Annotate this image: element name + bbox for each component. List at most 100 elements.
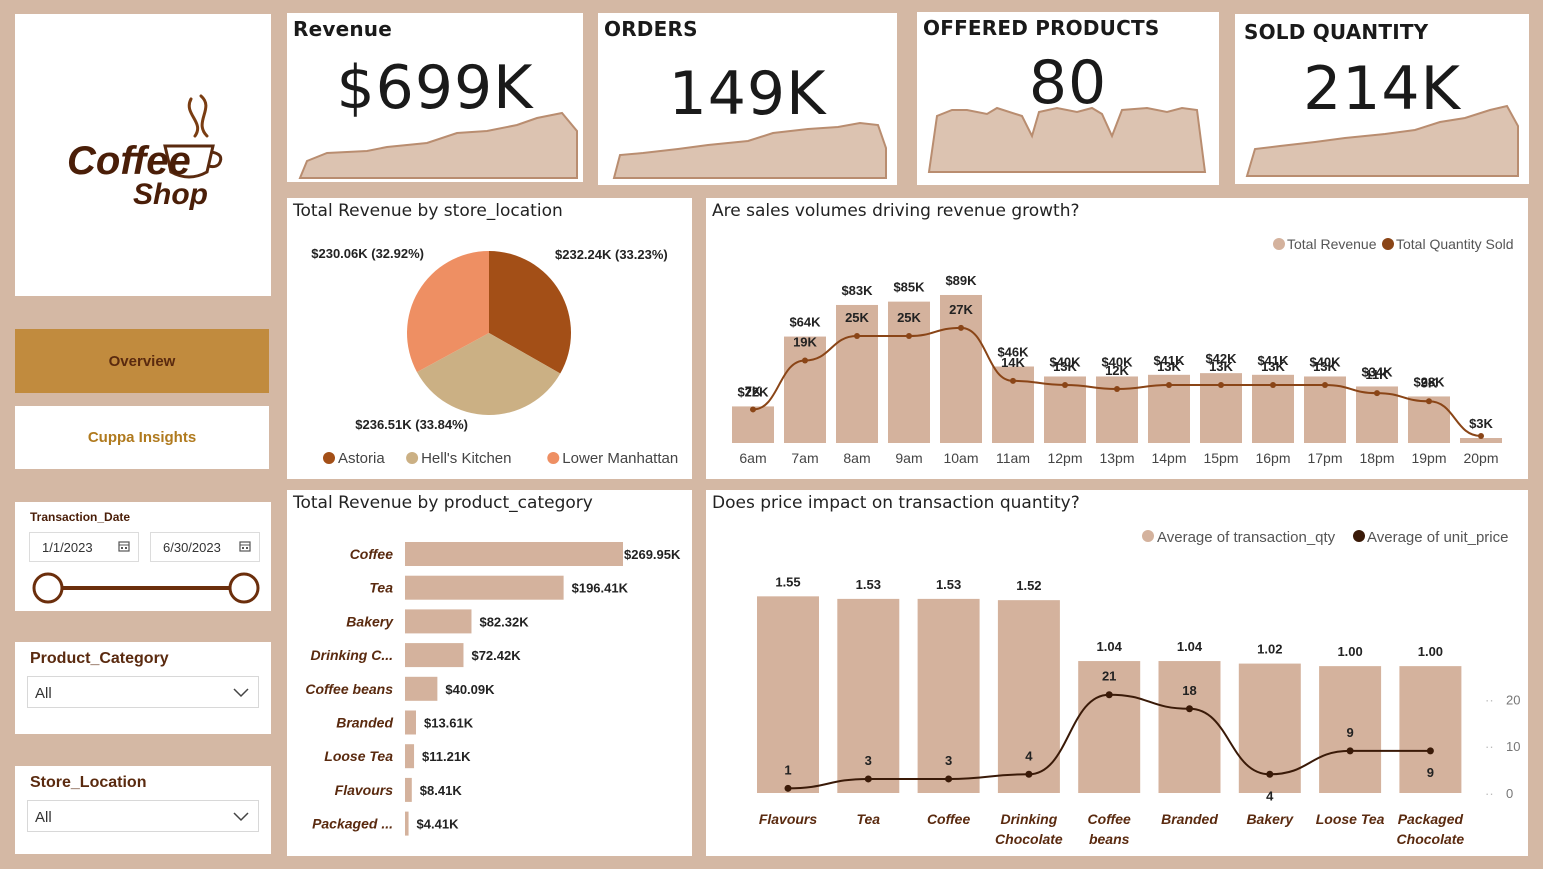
chevron-down-icon[interactable] xyxy=(232,683,250,701)
quantity-data-label: 13K xyxy=(1209,359,1233,374)
quantity-point xyxy=(906,333,912,339)
x-tick-label: 17pm xyxy=(1307,450,1342,466)
date-end-input[interactable]: 6/30/2023 xyxy=(150,532,260,562)
category-tick-label: Flavours xyxy=(335,782,394,798)
date-range-slider[interactable] xyxy=(15,570,271,606)
sparkline-area xyxy=(612,121,887,179)
price-point xyxy=(1266,770,1274,778)
revenue-data-label: $64K xyxy=(789,315,821,330)
price-quantity-chart: Average of transaction_qty Average of uni… xyxy=(757,529,1520,847)
product-category-slicer: Product_Category All xyxy=(15,642,271,734)
date-start-value: 1/1/2023 xyxy=(42,540,93,555)
category-tick-label: Loose Tea xyxy=(324,748,393,764)
quantity-data-label: 14K xyxy=(1001,355,1025,370)
quantity-data-label: 13K xyxy=(1261,359,1285,374)
revenue-data-label: $28K xyxy=(1413,374,1445,389)
price-data-label: 18 xyxy=(1182,683,1196,698)
quantity-point xyxy=(1322,381,1328,388)
y2-grid-mark: ·· xyxy=(1485,692,1494,707)
category-tick-label: Tea xyxy=(369,580,393,596)
revenue-data-label: $41K xyxy=(1153,353,1185,368)
logo-word-coffee: Coffee xyxy=(67,139,191,183)
quantity-point xyxy=(1270,381,1276,388)
qty-bar xyxy=(917,598,980,793)
legend-marker xyxy=(1273,238,1285,250)
hourly-sales-chart: Total Revenue Total Quantity Sold $22K 6am $… xyxy=(732,236,1514,466)
overview-button-label: Overview xyxy=(108,352,176,370)
revenue-data-label: $40K xyxy=(1049,354,1081,369)
quantity-data-label: 9K xyxy=(1421,375,1438,390)
price-point xyxy=(1105,691,1113,699)
slider-end-handle[interactable] xyxy=(228,572,260,604)
x-tick-label: 18pm xyxy=(1359,450,1394,466)
qty-bar xyxy=(1399,666,1462,793)
legend-label: Total Quantity Sold xyxy=(1396,236,1514,252)
price-point xyxy=(945,775,953,783)
legend-marker xyxy=(547,452,560,464)
kpi-title: OFFERED PRODUCTS xyxy=(923,16,1160,40)
price-point xyxy=(1186,705,1193,713)
date-slicer-label: Transaction_Date xyxy=(30,510,131,524)
price-point xyxy=(784,784,792,792)
revenue-data-label: $41K xyxy=(1257,353,1289,368)
cuppa-insights-button[interactable]: Cuppa Insights xyxy=(15,406,269,469)
x-tick-label: Drinking xyxy=(1001,811,1058,827)
slider-start-handle[interactable] xyxy=(32,572,64,604)
panel-title: Total Revenue by product_category xyxy=(293,493,593,513)
kpi-title: Revenue xyxy=(293,17,393,41)
product-category-dropdown[interactable]: All xyxy=(27,676,259,708)
x-tick-label: 8am xyxy=(843,450,870,466)
quantity-data-label: 12K xyxy=(1105,363,1129,378)
date-start-input[interactable]: 1/1/2023 xyxy=(29,532,139,562)
calendar-icon[interactable] xyxy=(239,540,251,552)
kpi-value: $699K xyxy=(336,53,534,123)
x-tick-label: 7am xyxy=(791,450,818,466)
x-tick-label: 6am xyxy=(739,450,766,466)
quantity-point xyxy=(1426,398,1432,405)
y2-tick-label: 10 xyxy=(1506,739,1520,754)
qty-data-label: 1.00 xyxy=(1337,644,1362,659)
legend-label: Average of transaction_qty xyxy=(1157,529,1336,546)
kpi-products-card: OFFERED PRODUCTS 80 xyxy=(917,12,1219,185)
price-data-label: 3 xyxy=(945,753,952,768)
qty-bar xyxy=(997,600,1060,793)
price-data-label: 9 xyxy=(1346,725,1353,740)
overview-button[interactable]: Overview xyxy=(15,329,269,393)
category-bar xyxy=(405,575,564,600)
price-data-label: 1 xyxy=(784,762,791,777)
quantity-point xyxy=(1166,381,1172,388)
store-location-dropdown[interactable]: All xyxy=(27,800,259,832)
calendar-icon[interactable] xyxy=(118,540,130,552)
revenue-data-label: $83K xyxy=(841,283,873,298)
cup-icon xyxy=(163,144,223,179)
revenue-bar xyxy=(836,304,878,443)
quantity-point xyxy=(1218,381,1224,388)
category-bar xyxy=(405,710,416,735)
kpi-value: 214K xyxy=(1303,54,1461,124)
logo-word-shop: Shop xyxy=(133,178,208,211)
x-tick-label: 12pm xyxy=(1047,450,1082,466)
legend-label: Astoria xyxy=(338,450,385,467)
date-slicer: Transaction_Date 1/1/2023 6/30/2023 xyxy=(15,502,271,611)
product-category-value: All xyxy=(35,685,52,702)
legend-marker xyxy=(1353,530,1365,542)
quantity-point xyxy=(750,406,756,413)
revenue-bar xyxy=(1460,438,1502,443)
x-tick-label: Chocolate xyxy=(995,831,1063,847)
price-data-label: 21 xyxy=(1102,669,1116,684)
sparkline-area xyxy=(1245,104,1519,177)
qty-bar xyxy=(837,598,900,793)
quantity-point xyxy=(1010,377,1016,384)
x-tick-label: 10am xyxy=(943,450,978,466)
x-tick-label: Coffee xyxy=(927,811,971,827)
chevron-down-icon[interactable] xyxy=(232,807,250,825)
qty-data-label: 1.02 xyxy=(1257,642,1282,657)
orders-sparkline xyxy=(612,121,887,179)
category-bar xyxy=(405,811,409,836)
category-tick-label: Bakery xyxy=(346,613,394,629)
x-tick-label: Bakery xyxy=(1246,811,1294,827)
pie-slice xyxy=(489,251,571,374)
category-bar xyxy=(405,643,464,668)
product-category-label: Product_Category xyxy=(30,650,169,667)
category-tick-label: Drinking C... xyxy=(311,647,393,663)
